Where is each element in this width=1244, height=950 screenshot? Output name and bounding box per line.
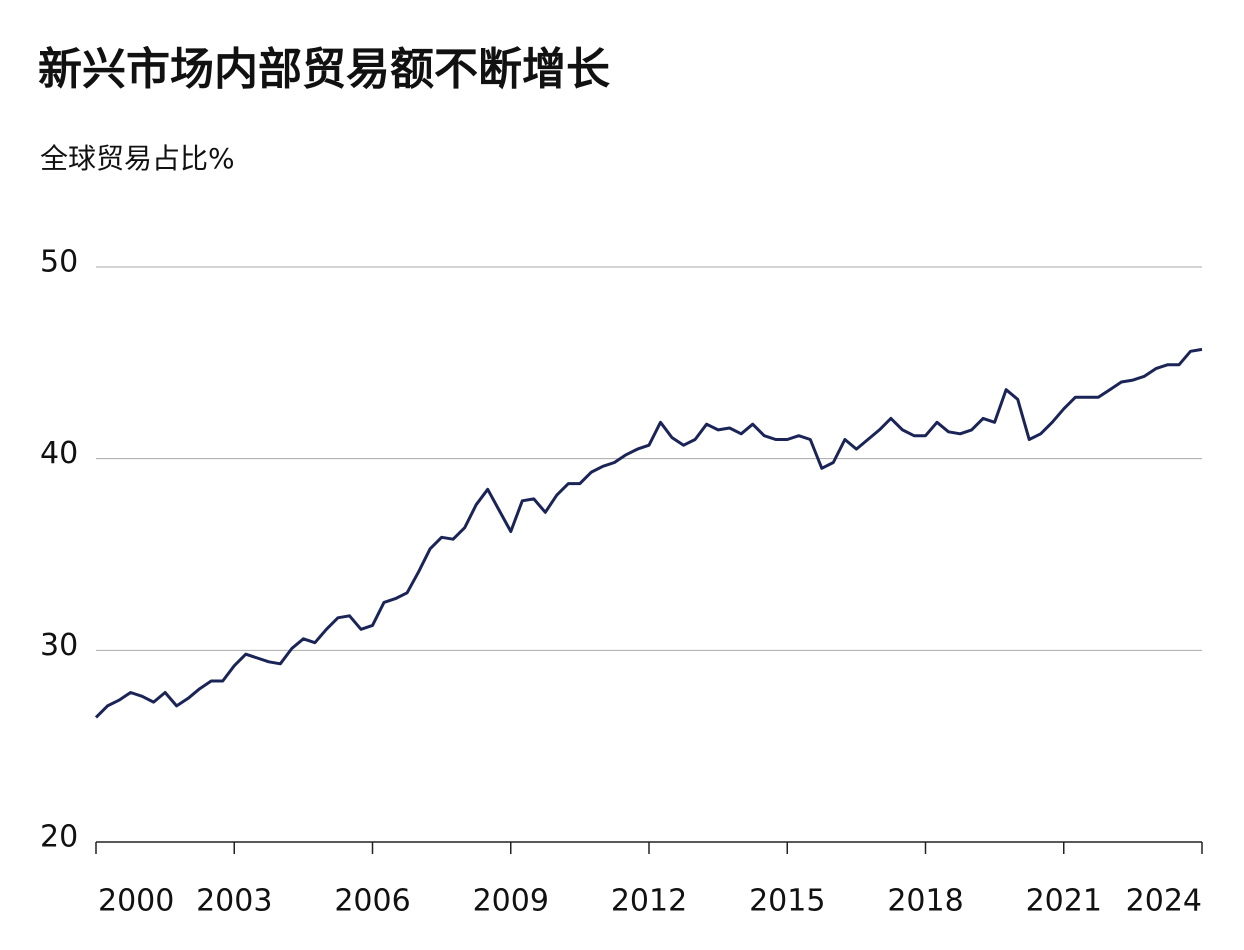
y-tick-label: 30 [40,628,78,663]
x-tick-label: 2015 [749,884,825,919]
chart-subtitle: 全球贸易占比% [40,142,235,175]
x-tick-label: 2024 [1126,884,1202,919]
y-tick-label: 40 [40,436,78,471]
x-tick-label: 2009 [473,884,549,919]
x-tick-label: 2018 [887,884,963,919]
y-tick-label: 20 [40,820,78,855]
chart-title: 新兴市场内部贸易额不断增长 [38,44,610,95]
y-tick-label: 50 [40,245,78,280]
x-tick-label: 2000 [98,884,174,919]
x-tick-label: 2006 [334,884,410,919]
x-tick-label: 2012 [611,884,687,919]
x-tick-label: 2003 [196,884,272,919]
data-line [94,347,1203,719]
x-tick-label: 2021 [1026,884,1102,919]
